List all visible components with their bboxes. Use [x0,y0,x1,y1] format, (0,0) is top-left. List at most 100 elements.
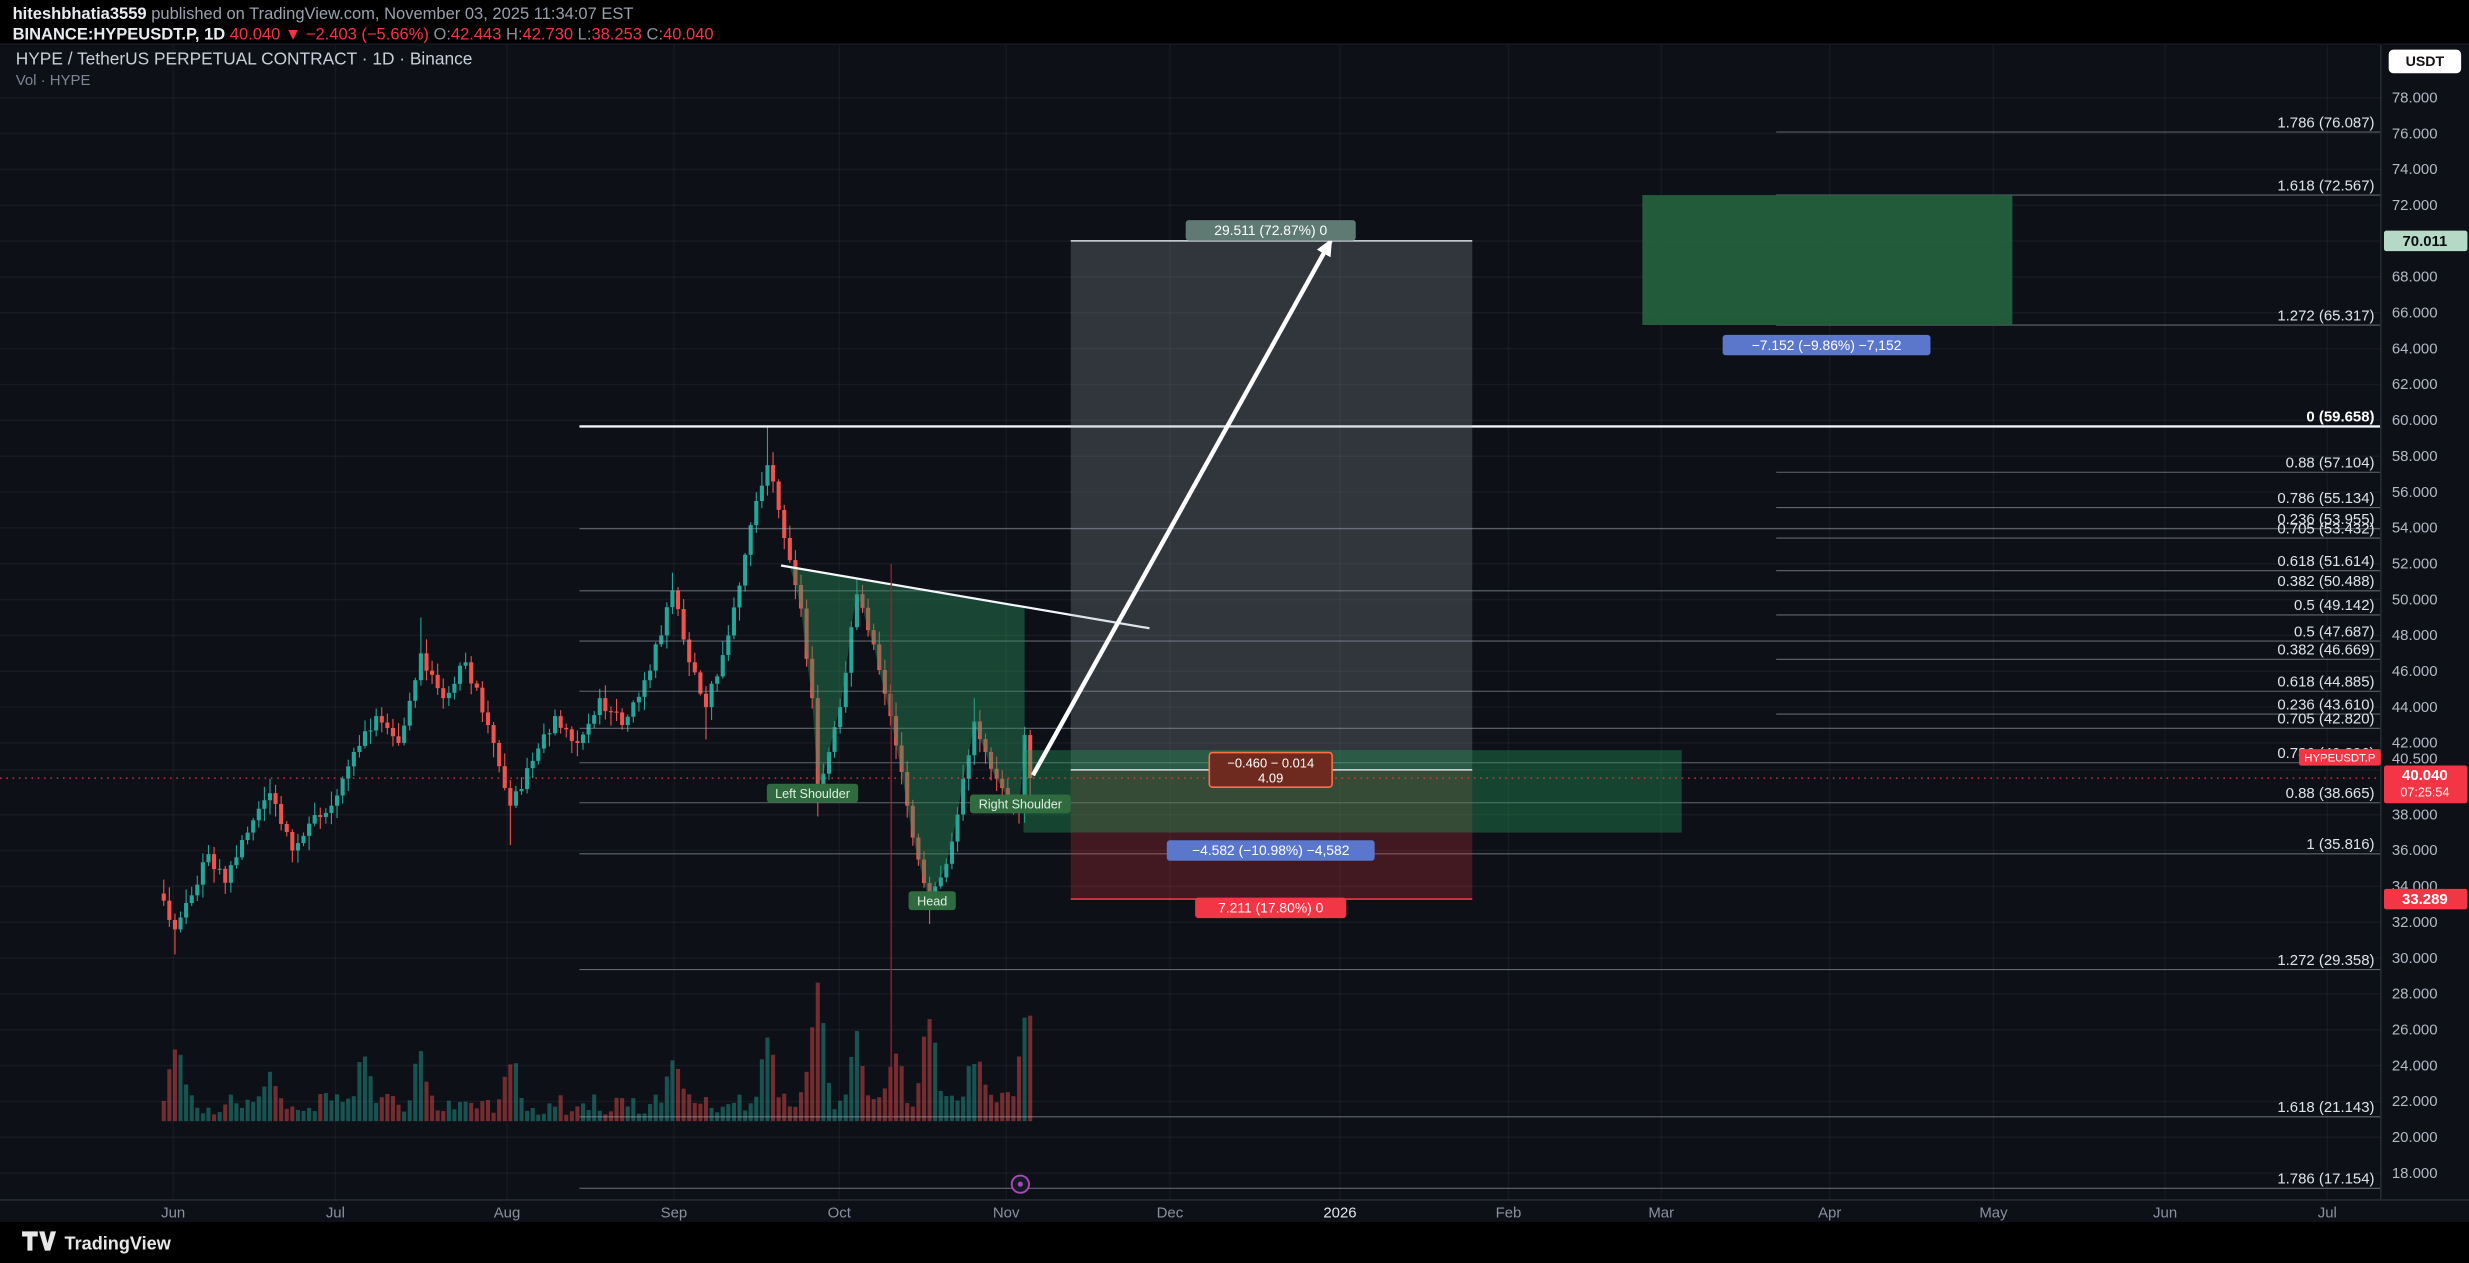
candle-body [961,778,966,815]
candle-body [793,560,798,586]
volume-bar [966,1066,971,1122]
pattern-label-bg[interactable] [969,794,1071,814]
volume-bar [597,1110,602,1122]
pattern-label-bg[interactable] [766,783,859,803]
candle-body [910,805,915,838]
price-tick: 76.000 [2392,125,2438,142]
price-tick: 62.000 [2392,376,2438,393]
pattern-labels[interactable]: Left Shoulder Head Right Shoulder [766,783,1071,911]
price-tick: 42.000 [2392,735,2438,752]
profit-zone[interactable] [1070,240,1473,770]
candle-body [921,859,927,884]
supply-zone[interactable] [1642,195,2013,326]
price-tick: 32.000 [2392,914,2438,931]
pattern-label-bg[interactable] [908,891,956,911]
volume-bar [731,1102,736,1122]
time-tick: Jul [326,1204,345,1221]
volume-bar [603,1114,608,1122]
candle-body [564,727,569,730]
volume-bar [843,1094,848,1122]
symbol-tag [2298,749,2381,766]
volume-bar [301,1110,306,1122]
projection-arrow[interactable] [1031,238,1333,777]
candle-body [251,820,256,833]
candle-body [1028,735,1033,779]
publish-info: published on TradingView.com, November 0… [147,4,634,23]
volume-bar [765,1037,770,1122]
volume-bar [989,1094,994,1122]
candle-body [334,795,340,806]
price-tick: 38.000 [2392,806,2438,823]
symbol-tag-text: HYPEUSDT.P [2304,753,2375,765]
stop-label[interactable] [1166,840,1375,861]
candle-body [284,824,289,833]
volume-bar [295,1109,300,1122]
head-and-shoulders-fill[interactable] [789,566,1025,899]
currency-toggle[interactable]: USDT [2388,49,2462,74]
rr-label[interactable] [1208,751,1333,788]
time-scale[interactable]: Jun Jul Aug Sep Oct Nov Dec 2026 Feb Mar Apr May Jun… [161,1204,2337,1221]
fib-retracement-lines[interactable] [579,131,2381,1189]
price-tick: 58.000 [2392,448,2438,465]
candle-body [295,843,300,851]
fib-level-label: 0.236 (53.955) [2277,511,2374,528]
risk-label-text: 7.211 (17.80%) 0 [1218,900,1323,916]
volume-bar [720,1106,725,1122]
volume-bar [251,1101,256,1122]
candle-body [239,840,245,858]
volume-bar [815,982,820,1122]
candle-body [290,832,295,851]
time-tick: Nov [993,1204,1020,1221]
candle-body [184,903,189,918]
volume-legend: Vol · HYPE [16,72,91,89]
drawing-zones[interactable] [1023,195,2013,900]
demand-zone[interactable] [1023,750,1682,833]
fib-level-label: 1 (35.816) [2306,836,2374,853]
fib-level-label: 1.272 (65.317) [2277,307,2374,324]
loss-zone[interactable] [1070,769,1473,900]
fib-level-label: 0.705 (42.820) [2277,711,2374,728]
volume-bar [351,1096,356,1122]
short-stop-label[interactable] [1722,334,1931,356]
volume-bar [463,1101,468,1122]
tradingview-logo[interactable]: TradingView [22,1231,172,1254]
rr-label-line2: 4.09 [1258,770,1283,785]
candle-body [642,680,647,697]
price-tick: 28.000 [2392,986,2438,1003]
price-tick: 78.000 [2392,89,2438,106]
event-icon-dot [1017,1181,1023,1187]
candle-body [994,768,999,779]
price-tick: 52.000 [2392,555,2438,572]
projection-arrow-group[interactable] [1031,238,1333,777]
price-tick: 68.000 [2392,269,2438,286]
time-tick: May [1979,1204,2008,1221]
price-tick: 24.000 [2392,1057,2438,1074]
candle-body [877,644,882,671]
price-axis-badge [2383,230,2468,252]
volume-bar [318,1094,323,1122]
candle-body [798,585,804,609]
target-label[interactable] [1185,220,1356,241]
volume-bar [329,1100,334,1122]
head-shoulders-drawing[interactable] [780,564,1150,899]
volume-bar [983,1084,988,1122]
volume-bar [776,1097,781,1122]
price-tick: 46.000 [2392,663,2438,680]
volume-bar [402,1111,407,1122]
volume-bar [961,1096,966,1122]
volume-bar [994,1102,999,1122]
price-tick: 72.000 [2392,197,2438,214]
neckline[interactable] [780,564,1150,630]
currency-toggle-label: USDT [2406,54,2445,70]
volume-bar [636,1113,641,1122]
candle-body [977,721,982,740]
volume-bar [262,1086,267,1122]
price-scale[interactable]: 78.00076.00074.00072.00070.00068.00066.0… [2298,89,2468,1182]
pattern-label: Right Shoulder [979,798,1062,812]
volume-bar [396,1104,401,1122]
risk-label[interactable] [1195,897,1347,919]
volume-bar [178,1054,183,1122]
volume-bar [312,1111,317,1122]
